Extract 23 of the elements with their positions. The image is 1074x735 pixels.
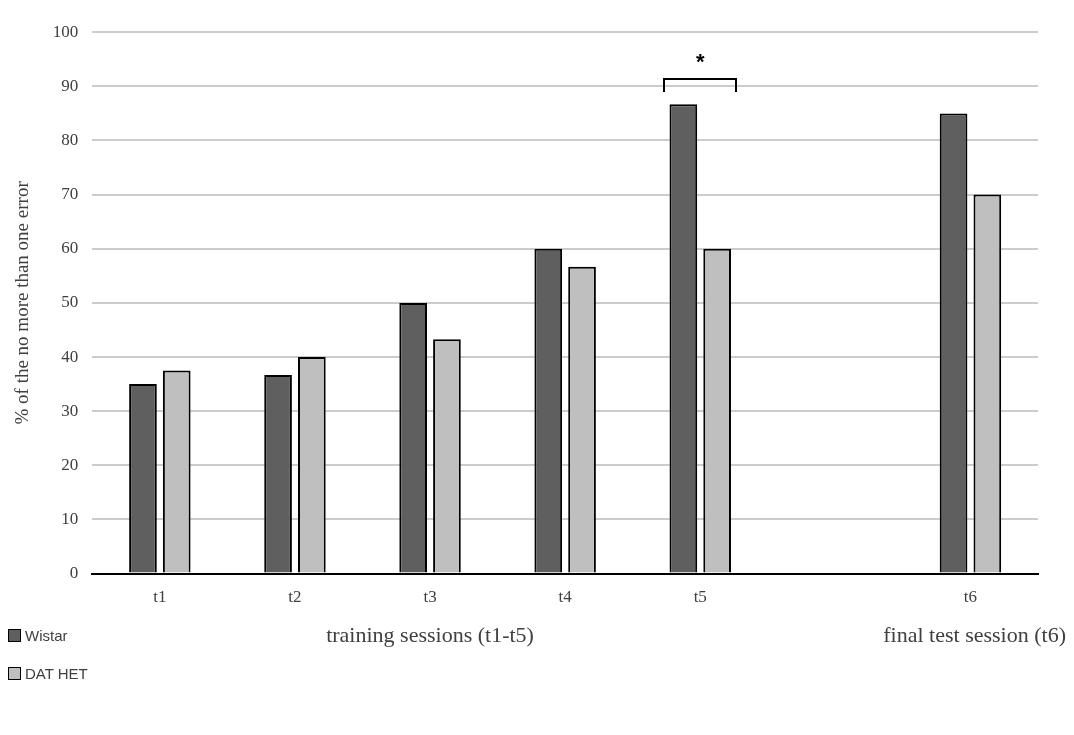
- legend-label: Wistar: [25, 627, 68, 645]
- y-tick-label: 10: [61, 508, 79, 528]
- x-tick-label: t1: [153, 587, 167, 607]
- x-tick-label: t3: [423, 587, 437, 607]
- x-tick-label: t6: [963, 587, 978, 607]
- x-tick-label: t4: [558, 587, 573, 607]
- y-tick-label: 80: [61, 129, 79, 149]
- y-tick-label: 60: [61, 238, 79, 258]
- y-tick-label: 40: [61, 346, 79, 366]
- y-tick-label: 50: [61, 292, 79, 312]
- x-tick-label: t2: [288, 587, 302, 607]
- annotation: *: [695, 49, 705, 75]
- y-axis-title: % of the no more than one error: [11, 180, 33, 425]
- x-axis-title: training sessions (t1-t5): [326, 621, 534, 648]
- y-tick-label: 20: [61, 454, 79, 474]
- text: final test session (t6): [883, 621, 1066, 648]
- y-tick-label: 30: [61, 400, 79, 420]
- legend-label: DAT HET: [25, 665, 88, 683]
- x-tick-label: t5: [693, 587, 707, 607]
- y-tick-label: 90: [61, 75, 79, 95]
- y-tick-label: 70: [61, 184, 79, 204]
- y-tick-label: 100: [52, 21, 79, 41]
- y-tick-label: 0: [69, 563, 79, 583]
